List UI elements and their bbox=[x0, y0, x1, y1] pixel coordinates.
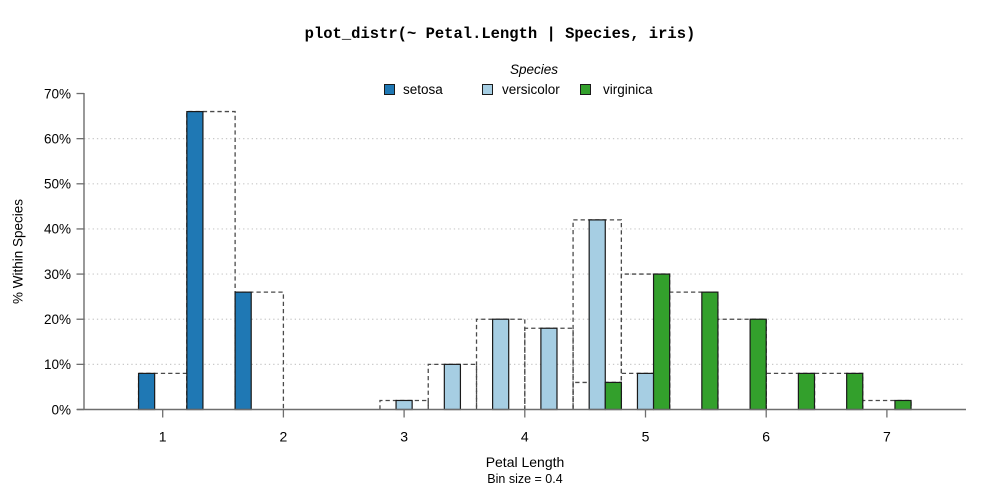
bar-setosa-bin-2 bbox=[234, 291, 252, 411]
bar-virginica-bin-2 bbox=[701, 291, 719, 411]
legend-title: Species bbox=[509, 62, 559, 77]
x-tick-label-6: 6 bbox=[762, 429, 770, 445]
bar-virginica-bin-6 bbox=[894, 399, 912, 411]
x-tick-label-7: 7 bbox=[883, 429, 891, 445]
bar-setosa-bin-0 bbox=[137, 372, 156, 411]
axis-lines bbox=[77, 93, 966, 411]
x-tick-label-4: 4 bbox=[521, 429, 529, 445]
bin-size-label: Bin size = 0.4 bbox=[487, 472, 563, 486]
bar-setosa-bin-1 bbox=[186, 110, 204, 411]
bar-virginica-bin-0 bbox=[604, 381, 622, 411]
bar-versicolor-bin-5 bbox=[636, 372, 655, 411]
bar-virginica-bin-5 bbox=[846, 372, 864, 411]
legend-label-versicolor: versicolor bbox=[502, 82, 560, 97]
legend-label-setosa: setosa bbox=[403, 82, 443, 97]
x-tick-label-5: 5 bbox=[642, 429, 650, 445]
bar-versicolor-bin-2 bbox=[492, 318, 510, 411]
chart-title: plot_distr(~ Petal.Length | Species, iri… bbox=[304, 25, 696, 43]
bar-virginica-bin-3 bbox=[749, 318, 767, 411]
y-tick-label-60%: 60% bbox=[44, 131, 71, 146]
bar-versicolor-bin-3 bbox=[540, 327, 558, 411]
x-tick-label-1: 1 bbox=[159, 429, 167, 445]
bar-virginica-bin-4 bbox=[797, 372, 816, 411]
y-tick-label-20%: 20% bbox=[44, 312, 71, 327]
x-tick-label-3: 3 bbox=[400, 429, 408, 445]
y-tick-label-40%: 40% bbox=[44, 222, 71, 237]
bar-virginica-bin-1 bbox=[652, 273, 671, 411]
legend-label-virginica: virginica bbox=[603, 82, 653, 97]
x-tick-label-2: 2 bbox=[280, 429, 288, 445]
x-axis-label: Petal Length bbox=[485, 454, 565, 470]
legend-swatch-versicolor bbox=[482, 84, 493, 95]
y-tick-label-0%: 0% bbox=[51, 402, 71, 417]
y-tick-label-70%: 70% bbox=[44, 86, 71, 101]
y-tick-label-50%: 50% bbox=[44, 177, 71, 192]
bar-versicolor-bin-1 bbox=[443, 363, 462, 411]
y-tick-label-30%: 30% bbox=[44, 267, 71, 282]
legend-swatch-setosa bbox=[384, 84, 395, 95]
bar-versicolor-bin-4 bbox=[588, 219, 606, 411]
legend-swatch-virginica bbox=[580, 84, 591, 95]
bar-versicolor-bin-0 bbox=[395, 399, 413, 411]
y-tick-label-10%: 10% bbox=[44, 357, 71, 372]
